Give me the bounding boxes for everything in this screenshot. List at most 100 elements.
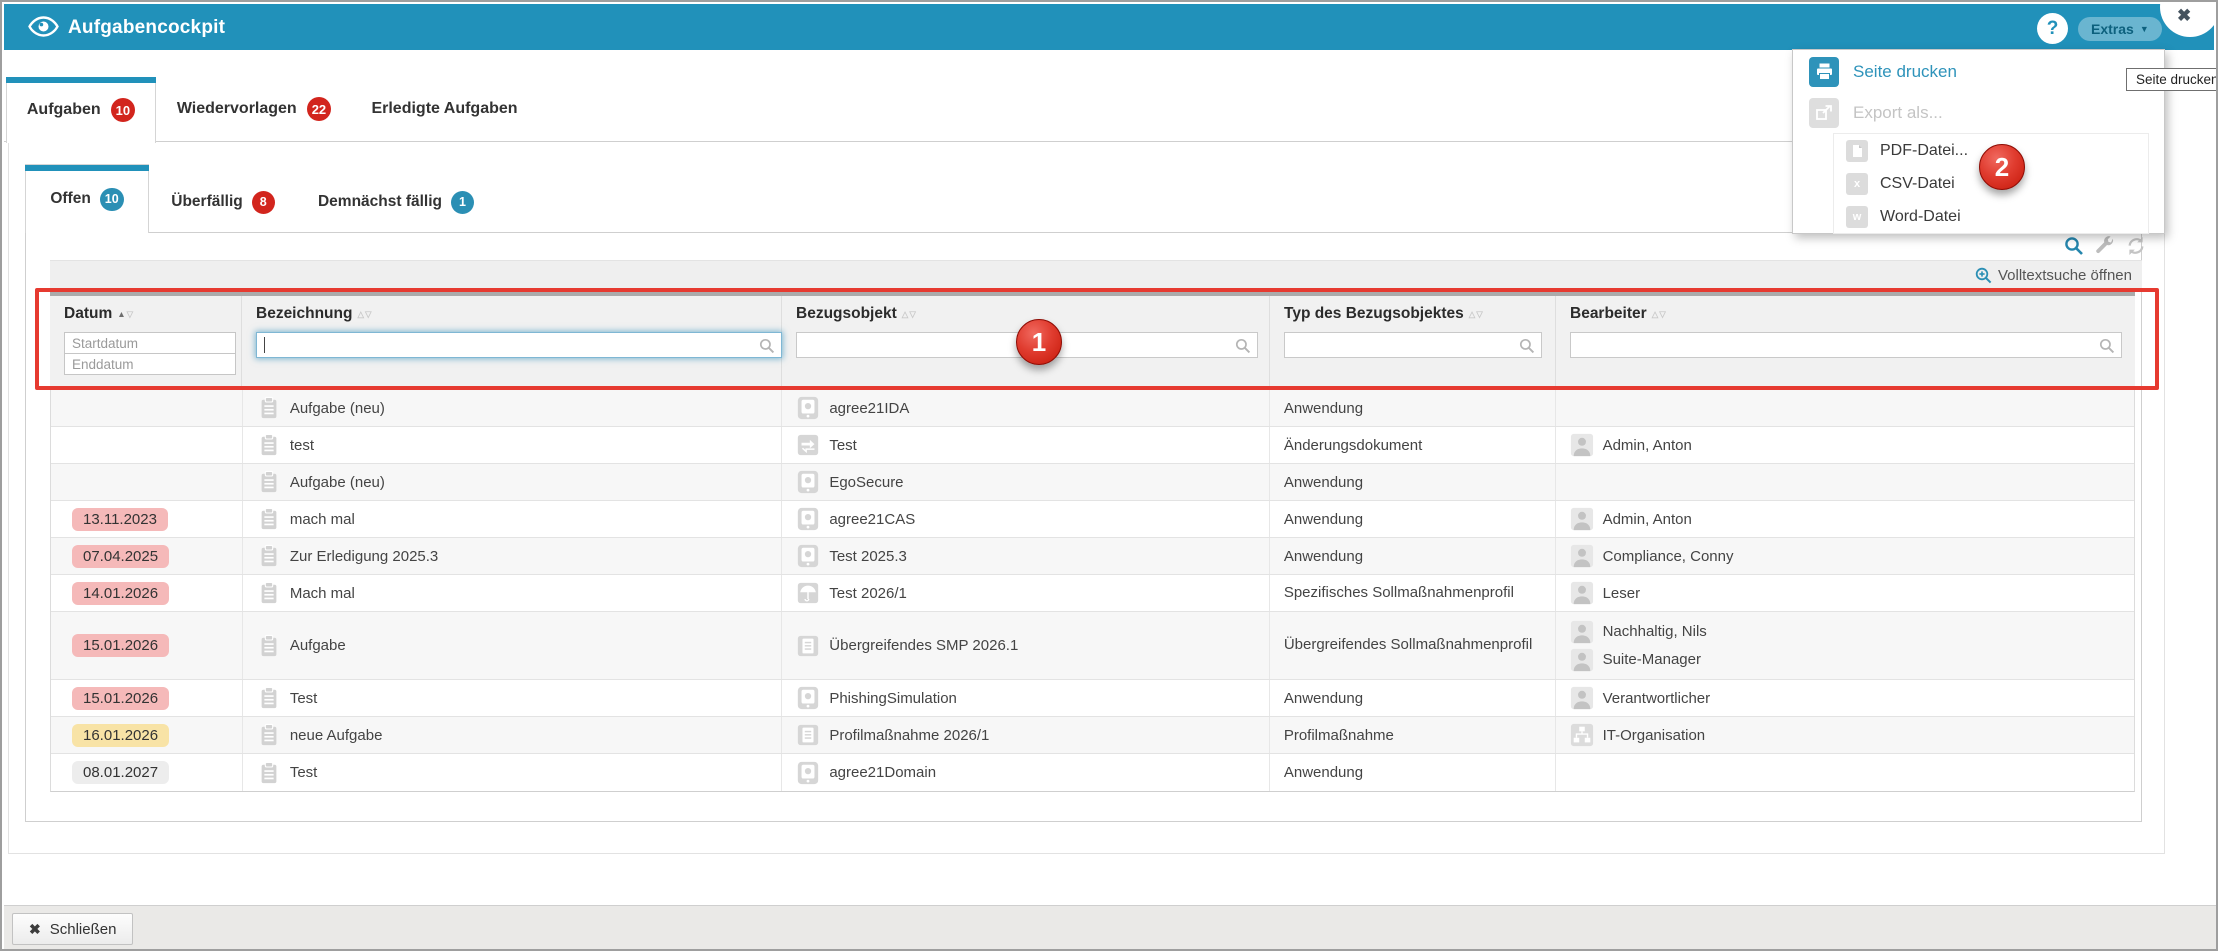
- table-body: Aufgabe (neu) agree21IDA Anwendung test …: [50, 390, 2135, 792]
- document-icon: [796, 723, 820, 747]
- application-icon: [796, 507, 820, 531]
- subtab-label: Offen: [50, 190, 91, 207]
- orgchart-icon: [1570, 723, 1594, 747]
- application-icon: [796, 761, 820, 785]
- task-icon: [257, 507, 281, 531]
- tab-erledigte-aufgaben[interactable]: Erledigte Aufgaben: [352, 77, 537, 141]
- table-row[interactable]: 16.01.2026 neue Aufgabe Profilmaßnahme 2…: [51, 717, 2134, 754]
- tab-label: Wiedervorlagen: [176, 100, 297, 117]
- table-header: Datum ▲▽ Bezeichnung △▽ Bezugsobjekt △▽: [50, 289, 2135, 390]
- due-date-badge: 14.01.2026: [72, 581, 170, 605]
- refresh-icon[interactable]: [2126, 236, 2146, 256]
- sort-header-bearbeiter[interactable]: Bearbeiter △▽: [1570, 305, 1667, 322]
- sort-header-typ[interactable]: Typ des Bezugsobjektes △▽: [1284, 305, 1484, 322]
- extras-button[interactable]: Extras ▼: [2078, 17, 2162, 41]
- subtab-offen[interactable]: Offen 10: [25, 164, 149, 233]
- print-icon: [1809, 56, 1839, 87]
- schliessen-button[interactable]: ✖ Schließen: [12, 913, 134, 945]
- help-button[interactable]: ?: [2037, 13, 2068, 44]
- table-row[interactable]: 07.04.2025 Zur Erledigung 2025.3 Test 20…: [51, 538, 2134, 575]
- search-icon: [1235, 338, 1251, 354]
- task-icon: [257, 761, 281, 785]
- export-icon: [1809, 98, 1839, 128]
- close-x-icon: ✖: [29, 920, 41, 937]
- bearbeiter-filter-input[interactable]: [1570, 332, 2122, 358]
- menu-item-word-datei[interactable]: w Word-Datei: [1834, 200, 2148, 233]
- table-row[interactable]: Aufgabe (neu) EgoSecure Anwendung: [51, 464, 2134, 501]
- count-badge: 10: [99, 187, 124, 211]
- fulltext-search-link[interactable]: Volltextsuche öffnen: [1975, 267, 2132, 284]
- person-icon: [1570, 620, 1594, 644]
- enddatum-input[interactable]: [64, 353, 236, 375]
- export-submenu: PDF-Datei... x CSV-Datei w Word-Datei: [1833, 133, 2149, 234]
- due-date-badge: 08.01.2027: [72, 761, 170, 784]
- search-icon: [2099, 338, 2115, 354]
- sort-desc-icon: ▽: [365, 308, 373, 319]
- person-icon: [1570, 581, 1594, 605]
- sort-desc-icon: ▽: [1659, 308, 1667, 319]
- annotation-step-1: 1: [1016, 319, 1062, 365]
- bezeichnung-filter-input[interactable]: [256, 332, 782, 358]
- table-row[interactable]: test Test Änderungsdokument Admin, Anton: [51, 427, 2134, 464]
- table-row[interactable]: 13.11.2023 mach mal agree21CAS Anwendung…: [51, 501, 2134, 538]
- menu-item-label: CSV-Datei: [1880, 174, 1955, 192]
- sort-header-bezugsobjekt[interactable]: Bezugsobjekt △▽: [796, 305, 917, 322]
- due-date-badge: 15.01.2026: [72, 634, 170, 657]
- task-icon: [257, 470, 281, 494]
- sort-asc-icon: ▲: [117, 308, 127, 319]
- subtab-demnaechst-faellig[interactable]: Demnächst fällig 1: [302, 174, 490, 230]
- sort-asc-icon: △: [1468, 308, 1477, 319]
- document-icon: [796, 634, 820, 658]
- schliessen-label: Schließen: [49, 920, 117, 938]
- due-date-badge: 15.01.2026: [72, 686, 170, 710]
- menu-item-label: Export als...: [1853, 103, 1943, 122]
- menu-item-seite-drucken[interactable]: Seite drucken: [1793, 50, 2164, 93]
- csv-file-icon: x: [1846, 172, 1868, 195]
- count-badge: 22: [306, 97, 332, 121]
- application-icon: [796, 470, 820, 494]
- application-icon: [796, 686, 820, 710]
- due-date-badge: 16.01.2026: [72, 723, 170, 747]
- menu-item-label: Word-Datei: [1880, 207, 1961, 225]
- menu-item-pdf-datei[interactable]: PDF-Datei...: [1834, 134, 2148, 167]
- word-file-icon: w: [1846, 205, 1868, 228]
- count-badge: 8: [251, 190, 275, 214]
- table-row[interactable]: 14.01.2026 Mach mal Test 2026/1 Spezifis…: [51, 575, 2134, 612]
- person-icon: [1570, 507, 1594, 531]
- sort-header-bezeichnung[interactable]: Bezeichnung △▽: [256, 305, 373, 322]
- search-icon: [759, 338, 775, 354]
- tab-aufgaben[interactable]: Aufgaben 10: [6, 77, 156, 143]
- due-date-badge: 13.11.2023: [72, 507, 168, 531]
- sort-desc-icon: ▽: [1476, 308, 1484, 319]
- table-row[interactable]: 08.01.2027 Test agree21Domain Anwendung: [51, 754, 2134, 791]
- sort-header-datum[interactable]: Datum ▲▽: [64, 305, 135, 322]
- search-icon[interactable]: [2064, 236, 2084, 256]
- tab-wiedervorlagen[interactable]: Wiedervorlagen 22: [156, 77, 352, 141]
- tooltip: Seite drucken: [2126, 68, 2216, 91]
- table-row[interactable]: 15.01.2026 Aufgabe Übergreifendes SMP 20…: [51, 612, 2134, 680]
- person-icon: [1570, 686, 1594, 710]
- fulltext-search-label: Volltextsuche öffnen: [1998, 266, 2132, 284]
- subtab-ueberfaellig[interactable]: Überfällig 8: [152, 174, 294, 230]
- menu-item-label: PDF-Datei...: [1880, 141, 1969, 159]
- application-icon: [796, 544, 820, 568]
- count-badge: 10: [110, 98, 136, 122]
- subtab-label: Überfällig: [171, 193, 243, 210]
- table-row[interactable]: 15.01.2026 Test PhishingSimulation Anwen…: [51, 680, 2134, 717]
- task-icon: [257, 723, 281, 747]
- task-icon: [257, 433, 281, 457]
- column-header-datum: Datum ▲▽: [50, 296, 242, 390]
- task-icon: [257, 581, 281, 605]
- table-row[interactable]: Aufgabe (neu) agree21IDA Anwendung: [51, 390, 2134, 427]
- typ-filter-input[interactable]: [1284, 332, 1542, 358]
- person-icon: [1570, 544, 1594, 568]
- startdatum-input[interactable]: [64, 332, 236, 354]
- task-icon: [257, 544, 281, 568]
- menu-item-csv-datei[interactable]: x CSV-Datei: [1834, 167, 2148, 200]
- tab-label: Erledigte Aufgaben: [371, 100, 518, 117]
- sort-desc-icon: ▽: [909, 308, 917, 319]
- change-document-icon: [796, 433, 820, 457]
- menu-item-export-als[interactable]: Export als...: [1793, 93, 2164, 133]
- column-header-bezeichnung: Bezeichnung △▽: [242, 296, 782, 390]
- wrench-icon[interactable]: [2095, 236, 2115, 256]
